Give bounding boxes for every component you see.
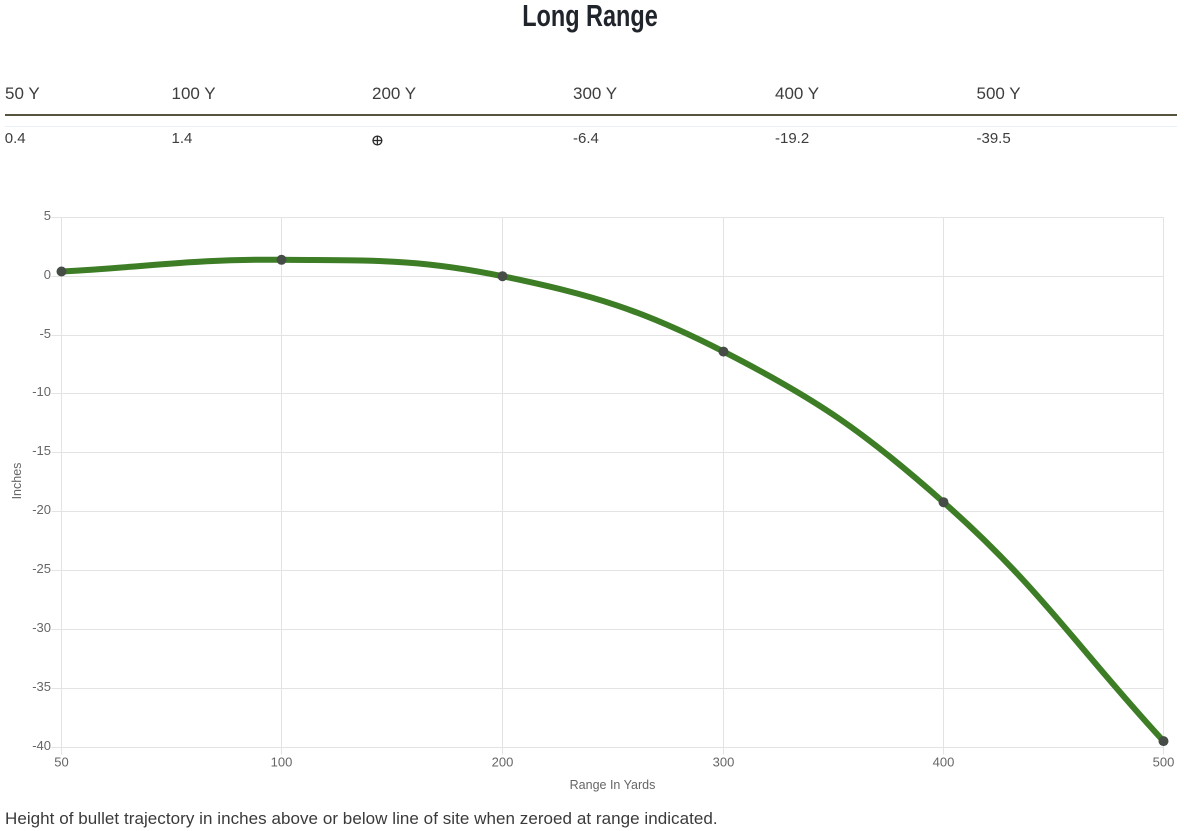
svg-text:-20: -20 — [32, 502, 51, 517]
svg-text:Inches: Inches — [10, 463, 24, 500]
svg-text:200: 200 — [492, 755, 514, 770]
svg-text:100: 100 — [271, 755, 293, 770]
svg-text:50: 50 — [54, 755, 68, 770]
svg-text:0: 0 — [44, 267, 51, 282]
svg-text:-35: -35 — [32, 679, 51, 694]
svg-text:400: 400 — [933, 755, 955, 770]
svg-text:-30: -30 — [32, 620, 51, 635]
svg-text:5: 5 — [44, 208, 51, 223]
svg-text:-10: -10 — [32, 384, 51, 399]
svg-text:300: 300 — [713, 755, 735, 770]
svg-text:-5: -5 — [39, 326, 51, 341]
svg-text:-15: -15 — [32, 443, 51, 458]
svg-text:-25: -25 — [32, 561, 51, 576]
svg-text:500: 500 — [1153, 755, 1175, 770]
svg-text:-40: -40 — [32, 738, 51, 753]
svg-text:Range In Yards: Range In Yards — [570, 778, 656, 792]
